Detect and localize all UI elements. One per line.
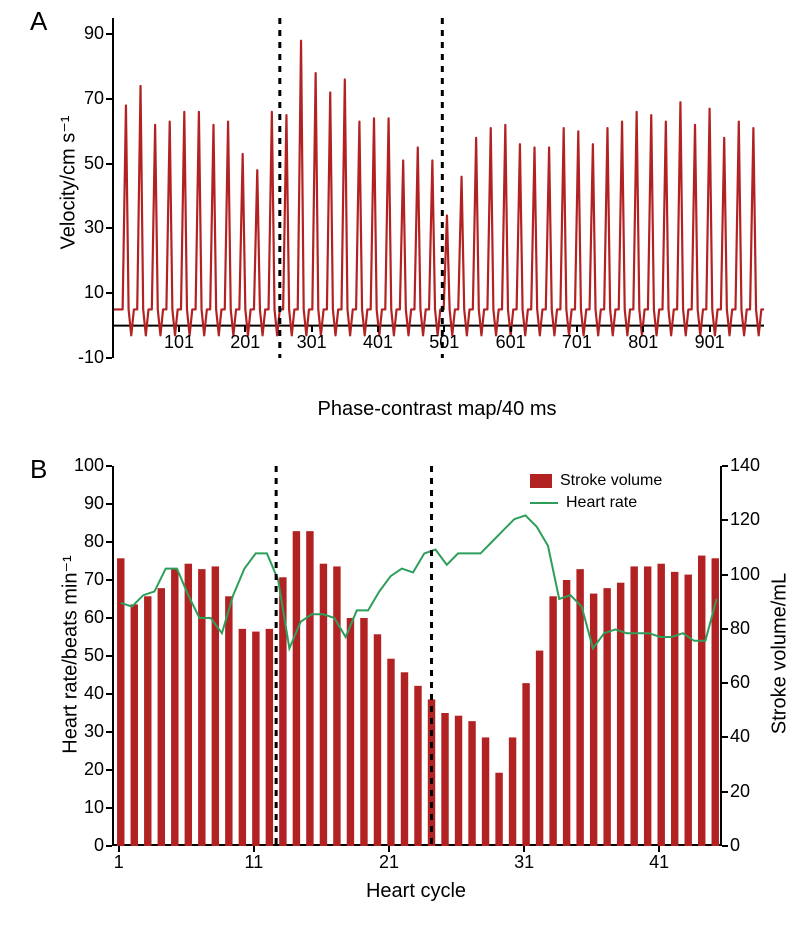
panel-a-ytick: 50 xyxy=(54,153,104,174)
panel-a-xlabel: Phase-contrast map/40 ms xyxy=(112,398,762,421)
panel-b: B Heart rate/beats min⁻¹ Stroke volume/m… xyxy=(0,452,793,928)
panel-b-label: B xyxy=(30,454,47,485)
panel-a-xtick: 701 xyxy=(555,332,599,353)
panel-b-xtick: 1 xyxy=(101,852,137,873)
panel-a-ytick: 30 xyxy=(54,217,104,238)
panel-b-legend: Stroke volume Heart rate xyxy=(530,472,662,516)
panel-a-ytick: 10 xyxy=(54,282,104,303)
legend-swatch-icon xyxy=(530,474,552,488)
panel-b-ytick-left: 20 xyxy=(54,759,104,780)
panel-b-ytick-right: 20 xyxy=(730,781,780,802)
panel-a-xtick: 401 xyxy=(356,332,400,353)
panel-b-ytick-left: 60 xyxy=(54,607,104,628)
panel-b-ytick-left: 10 xyxy=(54,797,104,818)
panel-a-xtick: 301 xyxy=(290,332,334,353)
legend-label: Heart rate xyxy=(566,494,637,512)
panel-a-xtick: 201 xyxy=(223,332,267,353)
panel-a-xtick: 601 xyxy=(489,332,533,353)
panel-b-ytick-right: 0 xyxy=(730,835,780,856)
panel-b-ytick-left: 90 xyxy=(54,493,104,514)
panel-b-plot xyxy=(112,466,720,846)
legend-item: Stroke volume xyxy=(530,472,662,490)
panel-a: A Velocity/cm s⁻¹ Phase-contrast map/40 … xyxy=(0,0,793,438)
panel-b-xtick: 31 xyxy=(506,852,542,873)
panel-b-ytick-left: 100 xyxy=(54,455,104,476)
panel-b-xtick: 11 xyxy=(236,852,272,873)
panel-b-ytick-left: 80 xyxy=(54,531,104,552)
panel-b-ytick-left: 50 xyxy=(54,645,104,666)
panel-b-ytick-right: 40 xyxy=(730,726,780,747)
panel-b-ytick-right: 60 xyxy=(730,672,780,693)
panel-b-ytick-left: 40 xyxy=(54,683,104,704)
panel-a-ytick: 90 xyxy=(54,23,104,44)
panel-b-ytick-left: 0 xyxy=(54,835,104,856)
panel-a-xtick: 801 xyxy=(621,332,665,353)
panel-b-xtick: 41 xyxy=(641,852,677,873)
panel-b-ytick-right: 100 xyxy=(730,564,780,585)
panel-a-label: A xyxy=(30,6,47,37)
panel-b-ytick-right: 140 xyxy=(730,455,780,476)
panel-a-plot xyxy=(112,18,762,358)
panel-b-ytick-right: 120 xyxy=(730,509,780,530)
legend-item: Heart rate xyxy=(530,494,662,512)
panel-a-ytick: -10 xyxy=(54,347,104,368)
panel-a-ytick: 70 xyxy=(54,88,104,109)
legend-line-icon xyxy=(530,502,558,504)
panel-b-xtick: 21 xyxy=(371,852,407,873)
panel-b-ytick-left: 70 xyxy=(54,569,104,590)
legend-label: Stroke volume xyxy=(560,472,662,490)
panel-a-svg xyxy=(114,18,764,358)
panel-b-svg xyxy=(114,466,722,846)
panel-b-right-axis xyxy=(720,466,722,846)
panel-a-xtick: 501 xyxy=(422,332,466,353)
panel-b-ytick-left: 30 xyxy=(54,721,104,742)
panel-b-ytick-right: 80 xyxy=(730,618,780,639)
panel-b-xlabel: Heart cycle xyxy=(112,880,720,903)
panel-a-xtick: 901 xyxy=(688,332,732,353)
panel-a-xtick: 101 xyxy=(157,332,201,353)
